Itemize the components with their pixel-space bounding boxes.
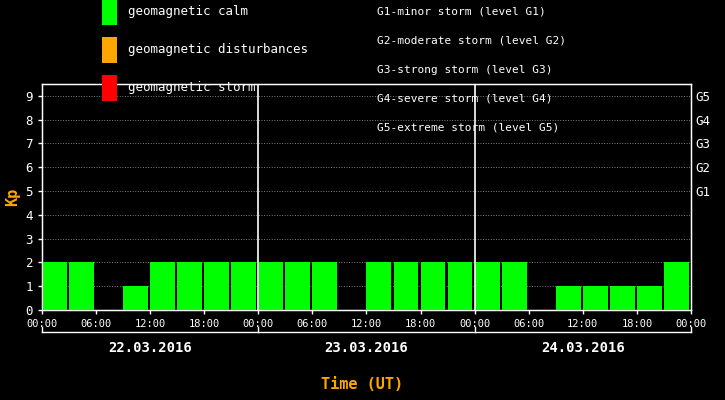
- Text: geomagnetic calm: geomagnetic calm: [128, 6, 249, 18]
- Text: 24.03.2016: 24.03.2016: [541, 341, 625, 355]
- Y-axis label: Kp: Kp: [5, 188, 20, 206]
- Text: geomagnetic storm: geomagnetic storm: [128, 82, 256, 94]
- Bar: [231, 262, 256, 310]
- Bar: [394, 262, 418, 310]
- Text: 23.03.2016: 23.03.2016: [325, 341, 408, 355]
- Text: G4-severe storm (level G4): G4-severe storm (level G4): [377, 93, 552, 103]
- Text: G3-strong storm (level G3): G3-strong storm (level G3): [377, 65, 552, 74]
- Text: Time (UT): Time (UT): [321, 377, 404, 392]
- Bar: [420, 262, 445, 310]
- Bar: [42, 262, 67, 310]
- Bar: [123, 286, 148, 310]
- Bar: [664, 262, 689, 310]
- Text: 22.03.2016: 22.03.2016: [108, 341, 192, 355]
- Bar: [502, 262, 526, 310]
- Bar: [367, 262, 392, 310]
- Bar: [610, 286, 634, 310]
- Bar: [204, 262, 229, 310]
- Bar: [258, 262, 283, 310]
- Bar: [475, 262, 500, 310]
- Bar: [637, 286, 662, 310]
- Text: G1-minor storm (level G1): G1-minor storm (level G1): [377, 7, 546, 17]
- Bar: [69, 262, 94, 310]
- Text: geomagnetic disturbances: geomagnetic disturbances: [128, 44, 308, 56]
- Text: G2-moderate storm (level G2): G2-moderate storm (level G2): [377, 36, 566, 46]
- Bar: [312, 262, 337, 310]
- Bar: [583, 286, 608, 310]
- Bar: [150, 262, 175, 310]
- Bar: [177, 262, 202, 310]
- Text: G5-extreme storm (level G5): G5-extreme storm (level G5): [377, 122, 559, 132]
- Bar: [286, 262, 310, 310]
- Bar: [556, 286, 581, 310]
- Bar: [447, 262, 473, 310]
